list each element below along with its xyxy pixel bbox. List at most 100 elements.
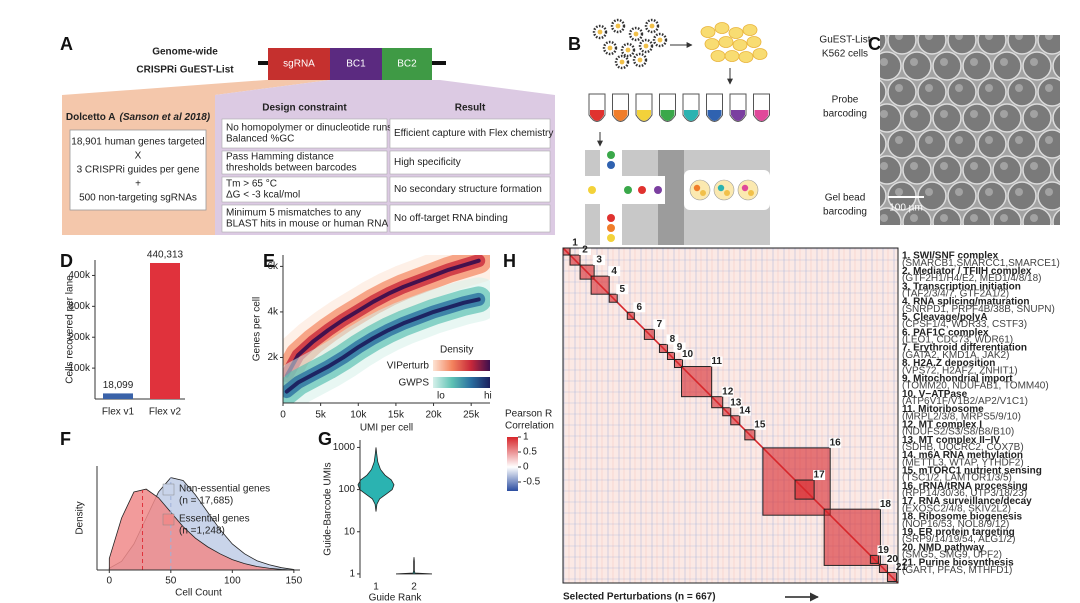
cluster-genes: (SRP9/14/19/54, ALG1/2) (902, 534, 1015, 545)
library-detail-box (69, 129, 207, 211)
x-tick-label: 25k (463, 410, 480, 421)
x-tick-label: Flex v2 (149, 407, 182, 418)
violin (357, 447, 395, 512)
x-axis-label: Cell Count (175, 588, 222, 599)
droplet-highlight (1030, 162, 1038, 170)
cluster-tag-bg (829, 437, 842, 448)
virus-icon (602, 40, 618, 56)
table-cell-text: High specificity (394, 157, 461, 168)
cluster-genes: (SDHB, UQCRC2, COX7B) (902, 442, 1024, 453)
cluster-name: 11. Mitoribosome (902, 404, 984, 415)
cluster-block (562, 247, 571, 256)
x-axis-label: Selected Perturbations (n = 667) (563, 592, 716, 603)
cluster-tag-bg (895, 562, 908, 573)
droplet-highlight (970, 58, 978, 66)
cell-icon (752, 48, 768, 60)
library-line: + (135, 179, 141, 190)
barcode-funnel (215, 80, 555, 95)
cluster-name: 14. m6A RNA methylation (902, 450, 1023, 461)
droplet-image (1037, 129, 1060, 159)
colorbar-tick-label: 0.5 (523, 447, 537, 458)
virus-core (597, 29, 603, 35)
colorbar-tick-label: -0.5 (523, 477, 541, 488)
construct-label: sgRNA (283, 59, 315, 70)
cluster-block (711, 396, 724, 409)
cluster-name: 13. MT complex II−IV (902, 435, 1000, 446)
cell-icon (732, 39, 748, 51)
cell-icon (746, 36, 762, 48)
cluster-block (579, 264, 595, 280)
y-tick-label: 4k (267, 307, 279, 318)
cluster-name: 12. MT complex I (902, 419, 982, 430)
cluster-name: 17. RNA surveillance/decay (902, 496, 1032, 507)
cluster-name: 18. Ribosome biogenesis (902, 512, 1022, 523)
droplet-highlight (1030, 110, 1038, 118)
bar (103, 393, 133, 399)
cluster-block (744, 429, 756, 441)
panel-label: F (60, 429, 71, 449)
cluster-tag: 3 (596, 255, 602, 266)
x-tick-label: 15k (388, 410, 405, 421)
density-band (284, 297, 481, 394)
droplet-highlight (1000, 214, 1008, 222)
violin (395, 557, 433, 575)
droplet-highlight (955, 136, 963, 144)
cluster-block (673, 358, 684, 369)
droplet-image (932, 51, 962, 81)
x-tick-label: 50 (165, 576, 177, 587)
cluster-name: 6. PAF1C complex (902, 327, 989, 338)
droplet-highlight (1060, 58, 1068, 66)
cluster-name: 3. Transcription initiation (902, 281, 1021, 292)
droplet-highlight (1030, 58, 1038, 66)
cell-icon (738, 51, 754, 63)
cluster-block (722, 407, 732, 417)
value-label: 440,313 (147, 250, 184, 261)
droplet-image (1037, 35, 1060, 55)
droplet-highlight (985, 35, 993, 40)
x-tick-label: 0 (280, 410, 286, 421)
density-band (284, 258, 481, 378)
droplet-image (1052, 209, 1060, 225)
cluster-name: 20. NMD pathway (902, 542, 985, 553)
x-tick-label: 1 (373, 582, 379, 593)
bead (624, 186, 632, 194)
cluster-tag-bg (608, 266, 621, 277)
y-axis-label: Cells recovered per lane (65, 275, 76, 384)
droplet-highlight (985, 136, 993, 144)
tube (729, 93, 747, 122)
cluster-genes: (MRPL2/3/8, MRPS5/9/10) (902, 411, 1021, 422)
droplet-image (1022, 207, 1052, 225)
cluster-tag: 13 (730, 397, 742, 408)
cluster-genes: (SNRPD1, PRPF4B/38B, SNUPN) (902, 304, 1055, 315)
droplet-image (880, 103, 902, 133)
virus-icon (652, 32, 668, 48)
cluster-genes: (METTL3, WTAP, YTHDF2) (902, 457, 1024, 468)
virus-core (649, 23, 655, 29)
x-tick-label: 150 (286, 576, 303, 587)
bead (607, 151, 615, 159)
droplet-bead (741, 184, 749, 192)
droplet (689, 179, 711, 201)
droplet-image (1037, 77, 1060, 107)
y-axis-label: Guide-Barcode UMIs (323, 462, 334, 555)
bead (607, 234, 615, 242)
cluster-tag-bg (879, 499, 892, 510)
tube-liquid (684, 110, 698, 121)
panel-label: G (318, 429, 332, 449)
legend-label: VIPerturb (387, 361, 430, 372)
cluster-tag: 9 (677, 342, 683, 353)
library-name: Dolcetto A (66, 112, 116, 123)
scale-bar-label: 100 µm (889, 203, 923, 214)
droplet-highlight (940, 110, 948, 118)
library-line: 500 non-targeting sgRNAs (79, 193, 197, 204)
x-axis-label: UMI per cell (360, 423, 413, 434)
droplet-highlight (985, 84, 993, 92)
droplet-highlight (940, 162, 948, 170)
droplet-image (977, 129, 1007, 159)
droplet-highlight (865, 136, 873, 144)
panel-label: B (568, 34, 581, 54)
bead (607, 224, 615, 232)
droplet-image (947, 35, 977, 55)
cluster-tag: 4 (611, 266, 617, 277)
droplet-highlight (955, 84, 963, 92)
